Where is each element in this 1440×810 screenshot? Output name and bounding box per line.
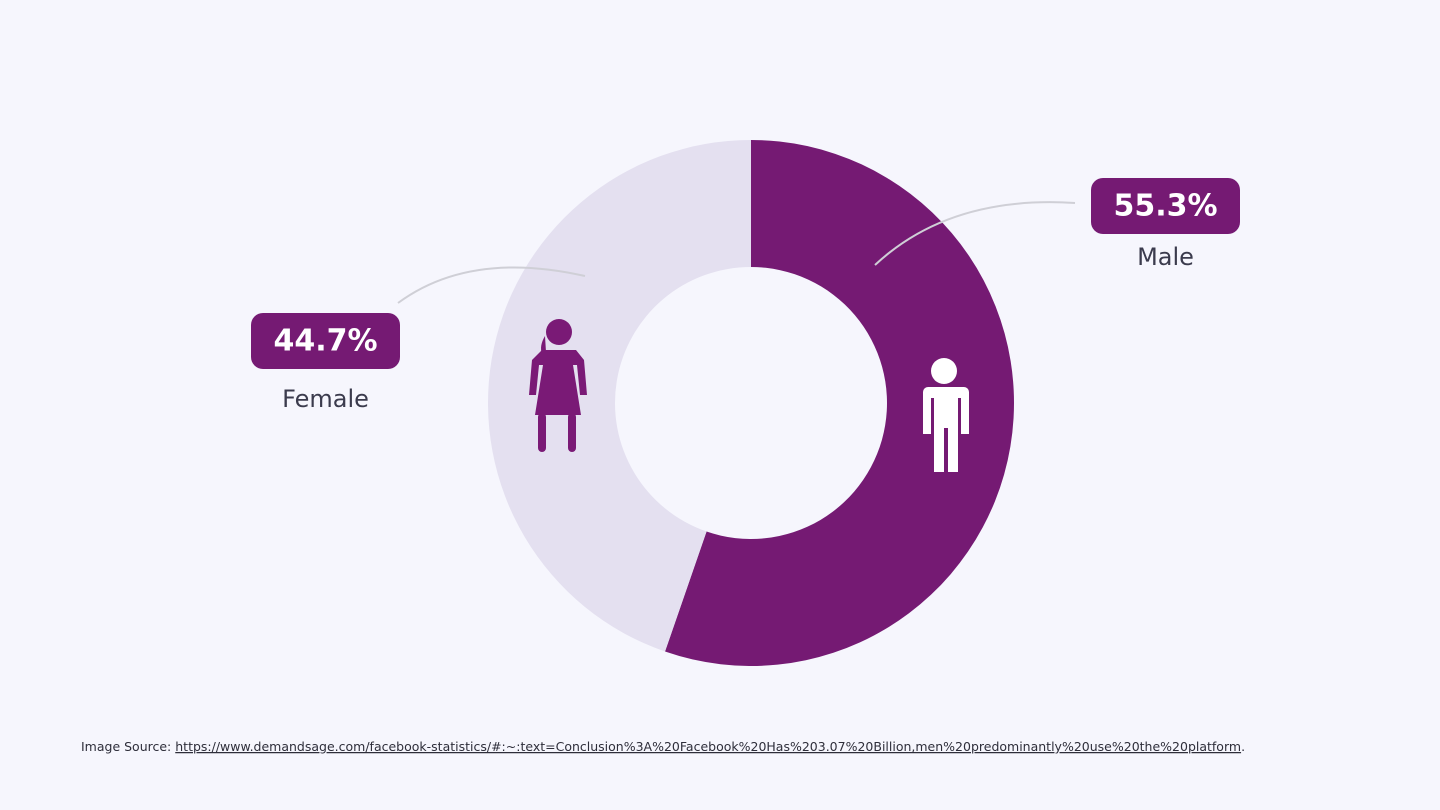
source: Image Source: https://www.demandsage.com… [81,739,1245,754]
category-label: Male [1137,243,1194,271]
male-icon [923,358,969,472]
donut [487,140,1014,666]
connector [874,201,1076,266]
value-badge [251,313,400,369]
donut-slice [487,140,751,652]
value-label: 55.3% [1113,189,1217,224]
source-label: Image Source: [81,739,171,754]
value-label: 44.7% [273,324,377,359]
source-suffix: . [1241,739,1245,754]
category-label: Female [282,385,369,413]
donut-slice [665,140,1014,666]
connector [397,266,586,304]
female-icon [529,319,587,452]
source-link[interactable]: https://www.demandsage.com/facebook-stat… [175,739,1241,754]
value-badge [1091,178,1240,234]
